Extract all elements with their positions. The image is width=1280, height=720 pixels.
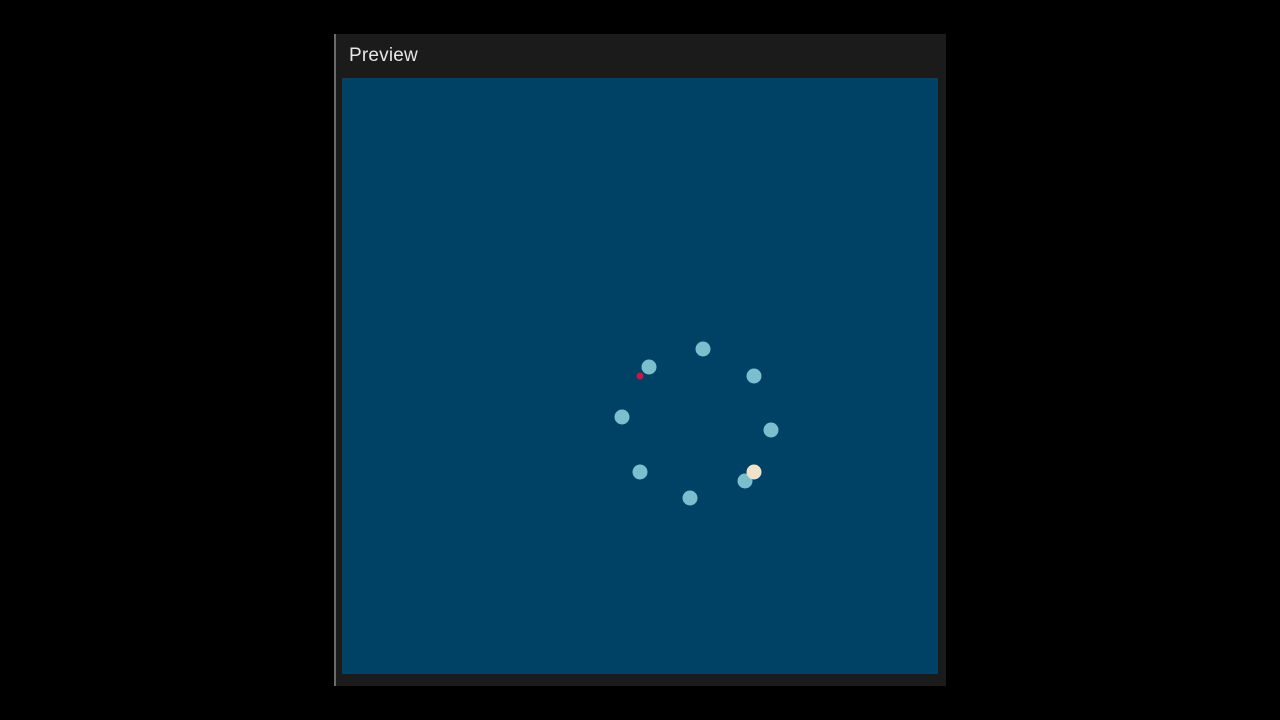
preview-canvas — [614, 341, 779, 506]
orbit-dot — [614, 409, 630, 425]
marker-dot — [636, 372, 644, 380]
preview-title: Preview — [349, 45, 418, 66]
orbit-dot — [632, 464, 648, 480]
preview-stage[interactable] — [342, 78, 938, 674]
orbit-dot — [641, 359, 657, 375]
orbit-dot — [746, 368, 762, 384]
orbit-dot — [695, 341, 711, 357]
highlight-dot — [746, 464, 762, 480]
orbit-dot — [682, 490, 698, 506]
preview-window: Preview — [334, 34, 946, 686]
preview-header: Preview — [336, 34, 946, 78]
orbit-dot — [763, 422, 779, 438]
